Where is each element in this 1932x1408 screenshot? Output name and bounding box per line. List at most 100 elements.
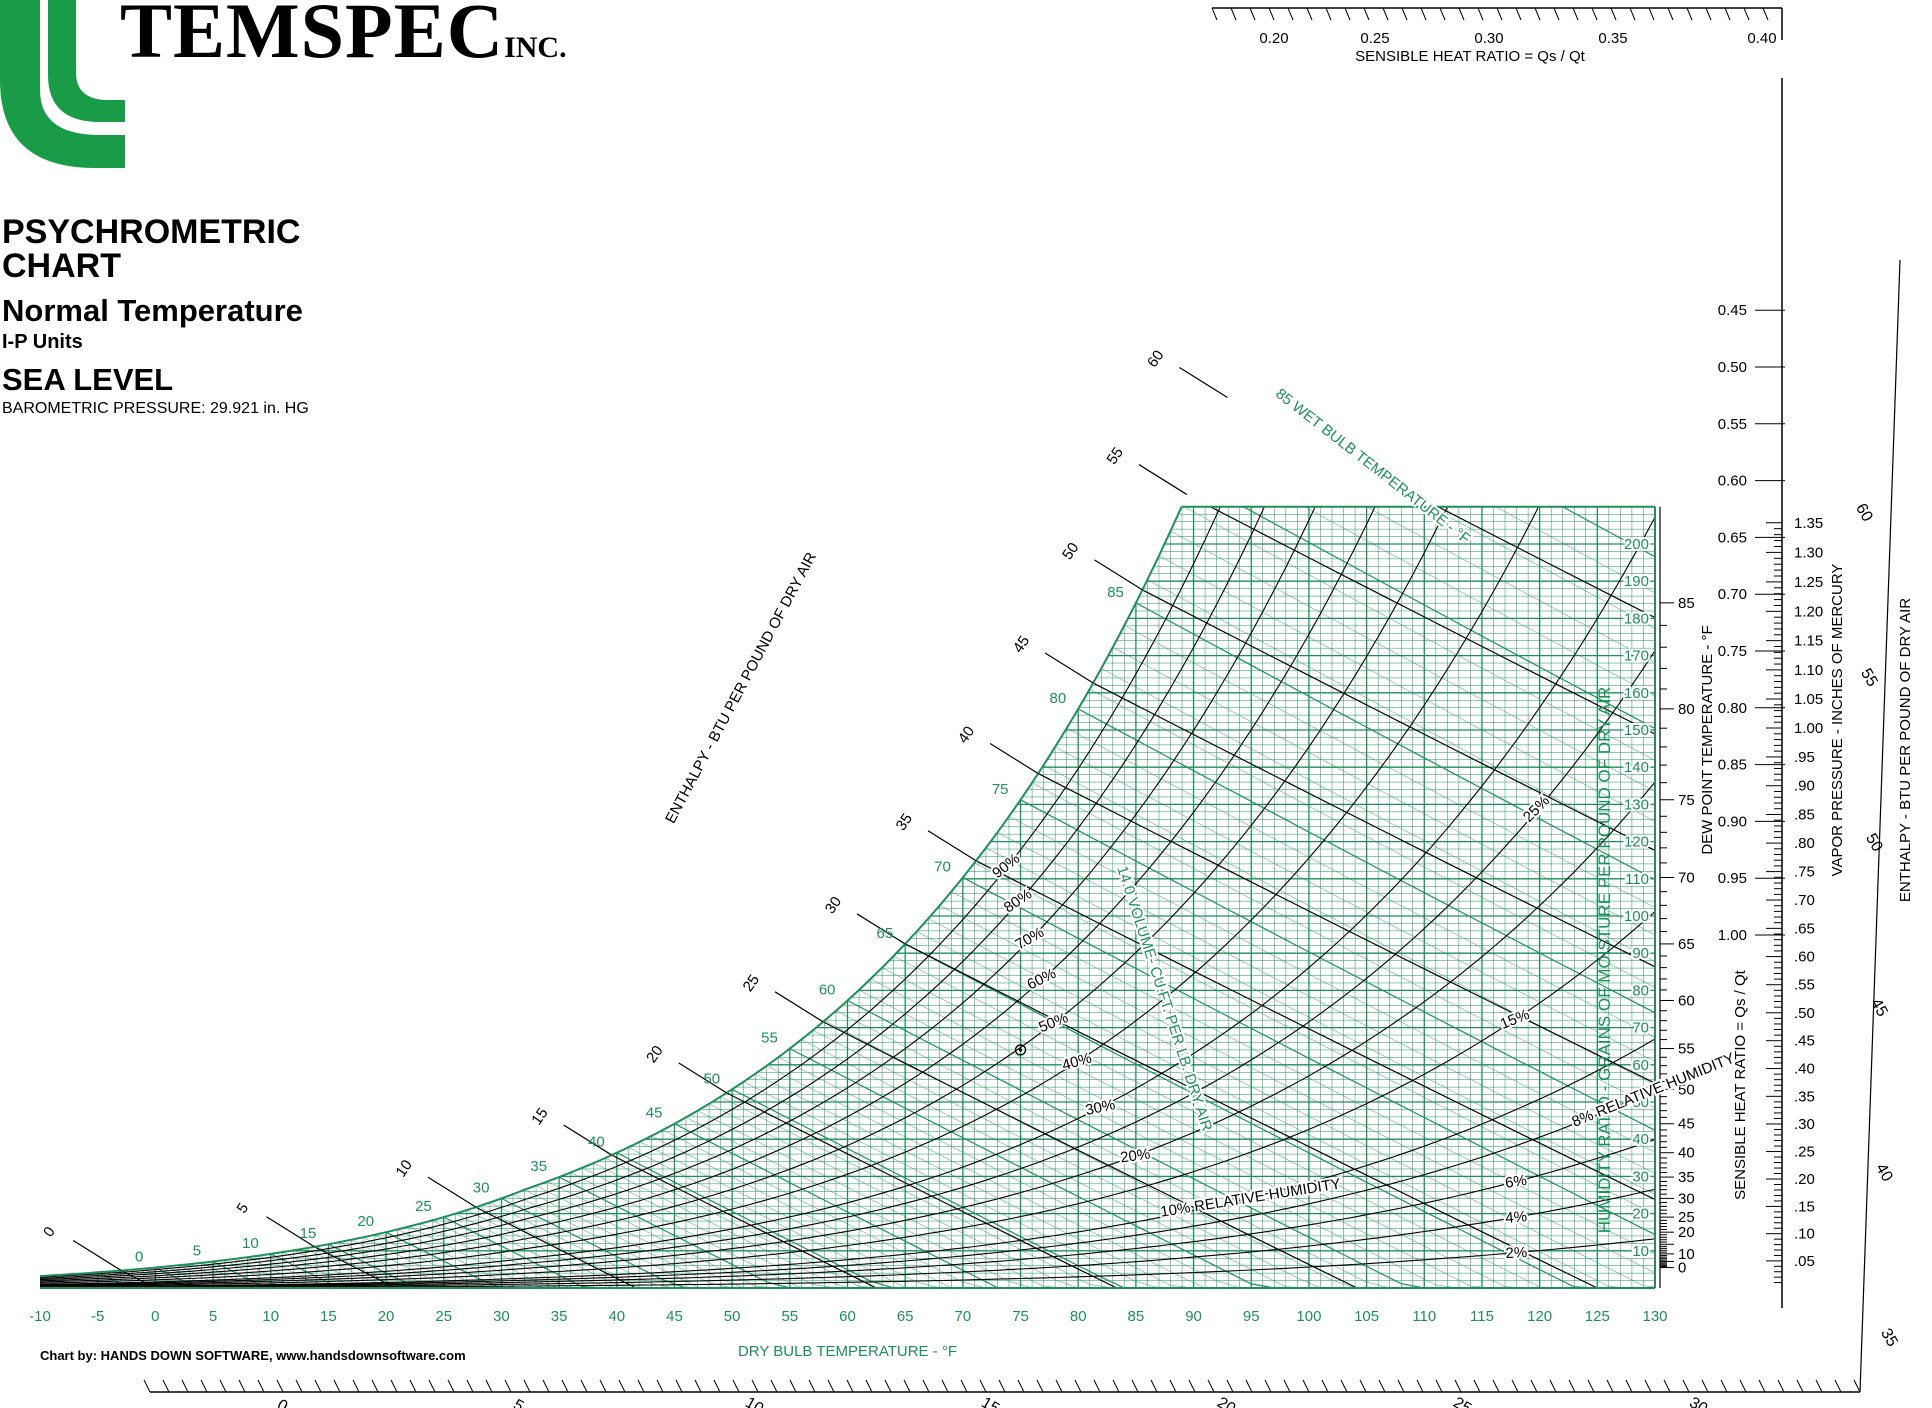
- shr-tick-label: 0.90: [1718, 813, 1747, 830]
- wet-bulb-line: [766, 1065, 1206, 1288]
- enthalpy-line: [40, 506, 1358, 1288]
- wet-bulb-line: [1008, 816, 1655, 1288]
- shr-tick-label: 0.60: [1718, 473, 1747, 490]
- wet-bulb-line: [616, 1152, 894, 1288]
- chart-units: I-P Units: [2, 331, 83, 353]
- enthalpy-bottom-tick-label: 10: [742, 1394, 766, 1408]
- wet-bulb-saturation-label: 25: [415, 1198, 432, 1215]
- vapor-pressure-tick-label: .75: [1794, 864, 1815, 881]
- title-block: PSYCHROMETRIC CHART Normal Temperature I-…: [2, 215, 309, 418]
- shr-top-tick: [1420, 7, 1427, 21]
- enthalpy-right-tick-label: 60: [1852, 501, 1876, 525]
- enthalpy-bottom-tick-label: 15: [978, 1394, 1002, 1408]
- enthalpy-bottom-tick: [390, 1379, 398, 1393]
- enthalpy-scale-link: [1179, 366, 1228, 399]
- enthalpy-right-axis: [1859, 259, 1901, 1393]
- rh-curve: [40, 506, 1655, 1284]
- enthalpy-scale-link: [989, 743, 1039, 775]
- vapor-pressure-tick-label: .35: [1794, 1088, 1815, 1105]
- wet-bulb-line: [904, 943, 1598, 1288]
- shr-top-tick: [1325, 7, 1332, 21]
- enthalpy-bottom-tick: [523, 1379, 531, 1393]
- enthalpy-bottom-tick: [352, 1379, 360, 1393]
- shr-top-tick: [1762, 7, 1769, 21]
- enthalpy-bottom-tick: [675, 1379, 683, 1393]
- enthalpy-bottom-tick: [1283, 1379, 1291, 1393]
- wet-bulb-line: [1170, 530, 1655, 972]
- vapor-pressure-tick-label: .85: [1794, 806, 1815, 823]
- enthalpy-bottom-tick: [428, 1379, 436, 1393]
- humidity-ratio-tick-label: 190: [1624, 573, 1649, 590]
- brand-name: TEMSPECINC.: [120, 0, 567, 74]
- wet-bulb-line: [1031, 782, 1655, 1283]
- wet-bulb-saturation-label: 30: [473, 1179, 490, 1196]
- wet-bulb-line: [662, 1129, 986, 1288]
- enthalpy-scale-link: [266, 1216, 315, 1248]
- state-point-center: [1018, 1048, 1023, 1052]
- rh-curve: [40, 650, 1655, 1286]
- enthalpy-bottom-tick: [466, 1379, 474, 1393]
- dry-bulb-tick-label: 30: [493, 1308, 510, 1325]
- enthalpy-bottom-tick: [922, 1379, 930, 1393]
- dry-bulb-tick-label: 35: [551, 1308, 568, 1325]
- wet-bulb-saturation-label: 60: [819, 981, 836, 998]
- enthalpy-bottom-tick: [1549, 1379, 1557, 1393]
- wet-bulb-line: [801, 1039, 1309, 1288]
- wet-bulb-line: [489, 1202, 675, 1288]
- enthalpy-left-tick-label: 15: [528, 1105, 551, 1128]
- humidity-ratio-tick-label: 170: [1624, 648, 1649, 665]
- enthalpy-bottom-tick: [656, 1379, 664, 1393]
- shr-top-tick: [1610, 7, 1617, 21]
- dry-bulb-tick-label: 40: [608, 1308, 625, 1325]
- wet-bulb-line: [743, 1081, 1160, 1288]
- brand-swoosh: [0, 0, 125, 168]
- wet-bulb-line: [789, 1048, 1275, 1288]
- dry-bulb-tick-label: 25: [435, 1308, 452, 1325]
- enthalpy-left-tick-label: 10: [392, 1157, 415, 1180]
- wet-bulb-line: [1020, 799, 1655, 1288]
- wet-bulb-saturation-label: 50: [703, 1070, 720, 1087]
- wet-bulb-line: [985, 847, 1655, 1288]
- wet-bulb-line: [339, 1241, 433, 1288]
- enthalpy-bottom-tick: [1378, 1379, 1386, 1393]
- humidity-ratio-tick-label: 60: [1632, 1057, 1649, 1074]
- enthalpy-bottom-tick: [1834, 1379, 1842, 1393]
- shr-top-tick: [1686, 7, 1693, 21]
- dry-bulb-tick-label: 105: [1354, 1308, 1379, 1325]
- enthalpy-line: [1210, 506, 1655, 1288]
- dew-point-tick-label: 25: [1678, 1209, 1695, 1226]
- humidity-ratio-tick-label: 160: [1624, 685, 1649, 702]
- dew-point-tick-label: 75: [1678, 792, 1695, 809]
- enthalpy-bottom-tick: [637, 1379, 645, 1393]
- dry-bulb-tick-label: 75: [1012, 1308, 1029, 1325]
- shr-top-tick: [1743, 7, 1750, 21]
- x-axis-label: DRY BULB TEMPERATURE - °F: [738, 1343, 957, 1360]
- dew-point-tick-label: 65: [1678, 936, 1695, 953]
- wet-bulb-line: [1181, 506, 1655, 936]
- dew-point-tick-label: 60: [1678, 992, 1695, 1009]
- chart-credit: Chart by: HANDS DOWN SOFTWARE, www.hands…: [40, 1348, 466, 1363]
- rh-curve: [40, 1088, 1655, 1288]
- dew-point-tick-label: 50: [1678, 1081, 1695, 1098]
- chart-pressure: BAROMETRIC PRESSURE: 29.921 in. HG: [2, 400, 309, 417]
- enthalpy-bottom-tick: [1416, 1379, 1424, 1393]
- dew-point-tick-label: 45: [1678, 1116, 1695, 1133]
- enthalpy-bottom-tick: [1245, 1379, 1253, 1393]
- enthalpy-left-tick-label: 35: [893, 810, 916, 833]
- enthalpy-bottom-tick: [808, 1379, 816, 1393]
- wet-bulb-axis-label: 85 WET BULB TEMPERATURE - °F: [1272, 385, 1473, 547]
- shr-top-tick-label: 0.25: [1360, 30, 1389, 47]
- vapor-pressure-tick-label: 1.20: [1794, 603, 1823, 620]
- wet-bulb-saturation-label: 65: [876, 925, 893, 942]
- wet-bulb-saturation-label: 5: [193, 1243, 201, 1260]
- rh-curve-label: 15%: [1498, 1006, 1532, 1033]
- shr-top-tick: [1401, 7, 1408, 21]
- enthalpy-bottom-tick: [409, 1379, 417, 1393]
- shr-top-tick-label: 0.40: [1747, 30, 1776, 47]
- enthalpy-left-tick-label: 40: [955, 723, 978, 746]
- dew-point-tick-label: 40: [1678, 1145, 1695, 1162]
- shr-top-tick: [1363, 7, 1370, 21]
- enthalpy-bottom-tick: [998, 1379, 1006, 1393]
- wet-bulb-line: [720, 1096, 1113, 1288]
- enthalpy-bottom-tick: [1302, 1379, 1310, 1393]
